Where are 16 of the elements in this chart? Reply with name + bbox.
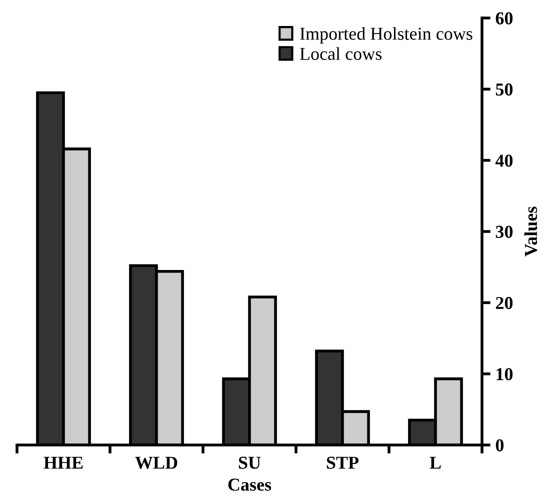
y-tick-label: 60 bbox=[496, 12, 513, 24]
legend-label: Local cows bbox=[300, 47, 382, 60]
x-tick-label: STP bbox=[326, 456, 359, 469]
y-tick-label: 0 bbox=[496, 439, 504, 452]
y-tick-label: 50 bbox=[496, 83, 513, 96]
legend-label: Imported Holstein cows bbox=[300, 27, 472, 44]
y-tick-label: 20 bbox=[496, 296, 513, 310]
x-tick-label: WLD bbox=[135, 456, 178, 469]
x-tick-label: SU bbox=[238, 456, 261, 469]
x-axis-title: Cases bbox=[228, 478, 272, 491]
y-axis-title: Values bbox=[524, 206, 538, 257]
y-tick-label: 10 bbox=[496, 368, 513, 380]
y-tick-label: 40 bbox=[495, 154, 513, 167]
x-tick-label: L bbox=[430, 456, 441, 469]
x-tick-label: HHE bbox=[44, 456, 83, 469]
y-tick-label: 30 bbox=[496, 226, 513, 238]
